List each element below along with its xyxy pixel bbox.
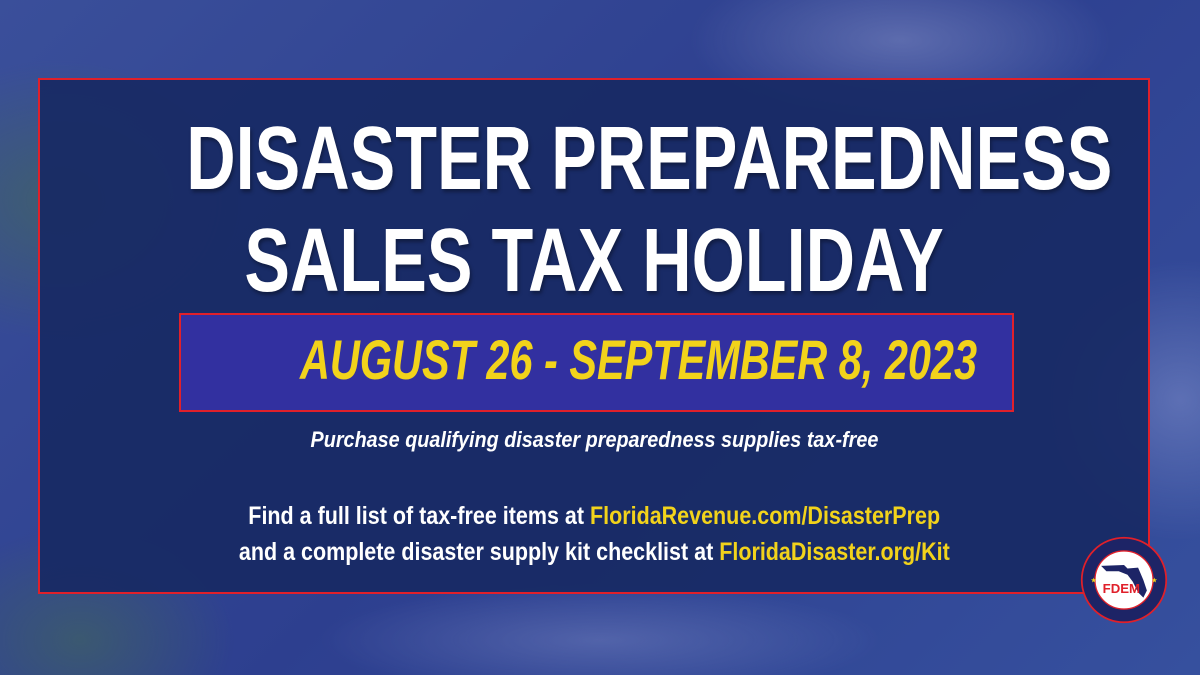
subtitle: Purchase qualifying disaster preparednes…: [40, 427, 1148, 453]
announcement-panel: DISASTER PREPAREDNESS SALES TAX HOLIDAY …: [38, 78, 1150, 594]
svg-text:FDEM: FDEM: [1103, 581, 1140, 596]
date-text: AUGUST 26 - SEPTEMBER 8, 2023: [299, 328, 978, 391]
date-box: AUGUST 26 - SEPTEMBER 8, 2023: [179, 313, 1014, 412]
title-text: DISASTER PREPAREDNESS: [186, 109, 1113, 209]
info-line-2: and a complete disaster supply kit check…: [40, 538, 1148, 567]
subtitle-text: Purchase qualifying disaster preparednes…: [310, 427, 878, 452]
info-text: and a complete disaster supply kit check…: [238, 538, 719, 566]
florida-revenue-link[interactable]: FloridaRevenue.com/DisasterPrep: [589, 502, 940, 530]
svg-text:★: ★: [1151, 577, 1157, 585]
title-line-1: DISASTER PREPAREDNESS: [40, 108, 1148, 211]
svg-text:★: ★: [1091, 577, 1097, 585]
title-text: SALES TAX HOLIDAY: [244, 211, 944, 311]
info-line-1: Find a full list of tax-free items at Fl…: [40, 502, 1148, 531]
florida-map-icon: [1101, 565, 1147, 598]
florida-disaster-link[interactable]: FloridaDisaster.org/Kit: [718, 538, 950, 566]
fdem-seal-logo: FDEM ★ ★: [1080, 536, 1168, 624]
date-range: AUGUST 26 - SEPTEMBER 8, 2023: [181, 327, 1012, 392]
title-line-2: SALES TAX HOLIDAY: [40, 210, 1148, 313]
info-text: Find a full list of tax-free items at: [248, 502, 590, 530]
